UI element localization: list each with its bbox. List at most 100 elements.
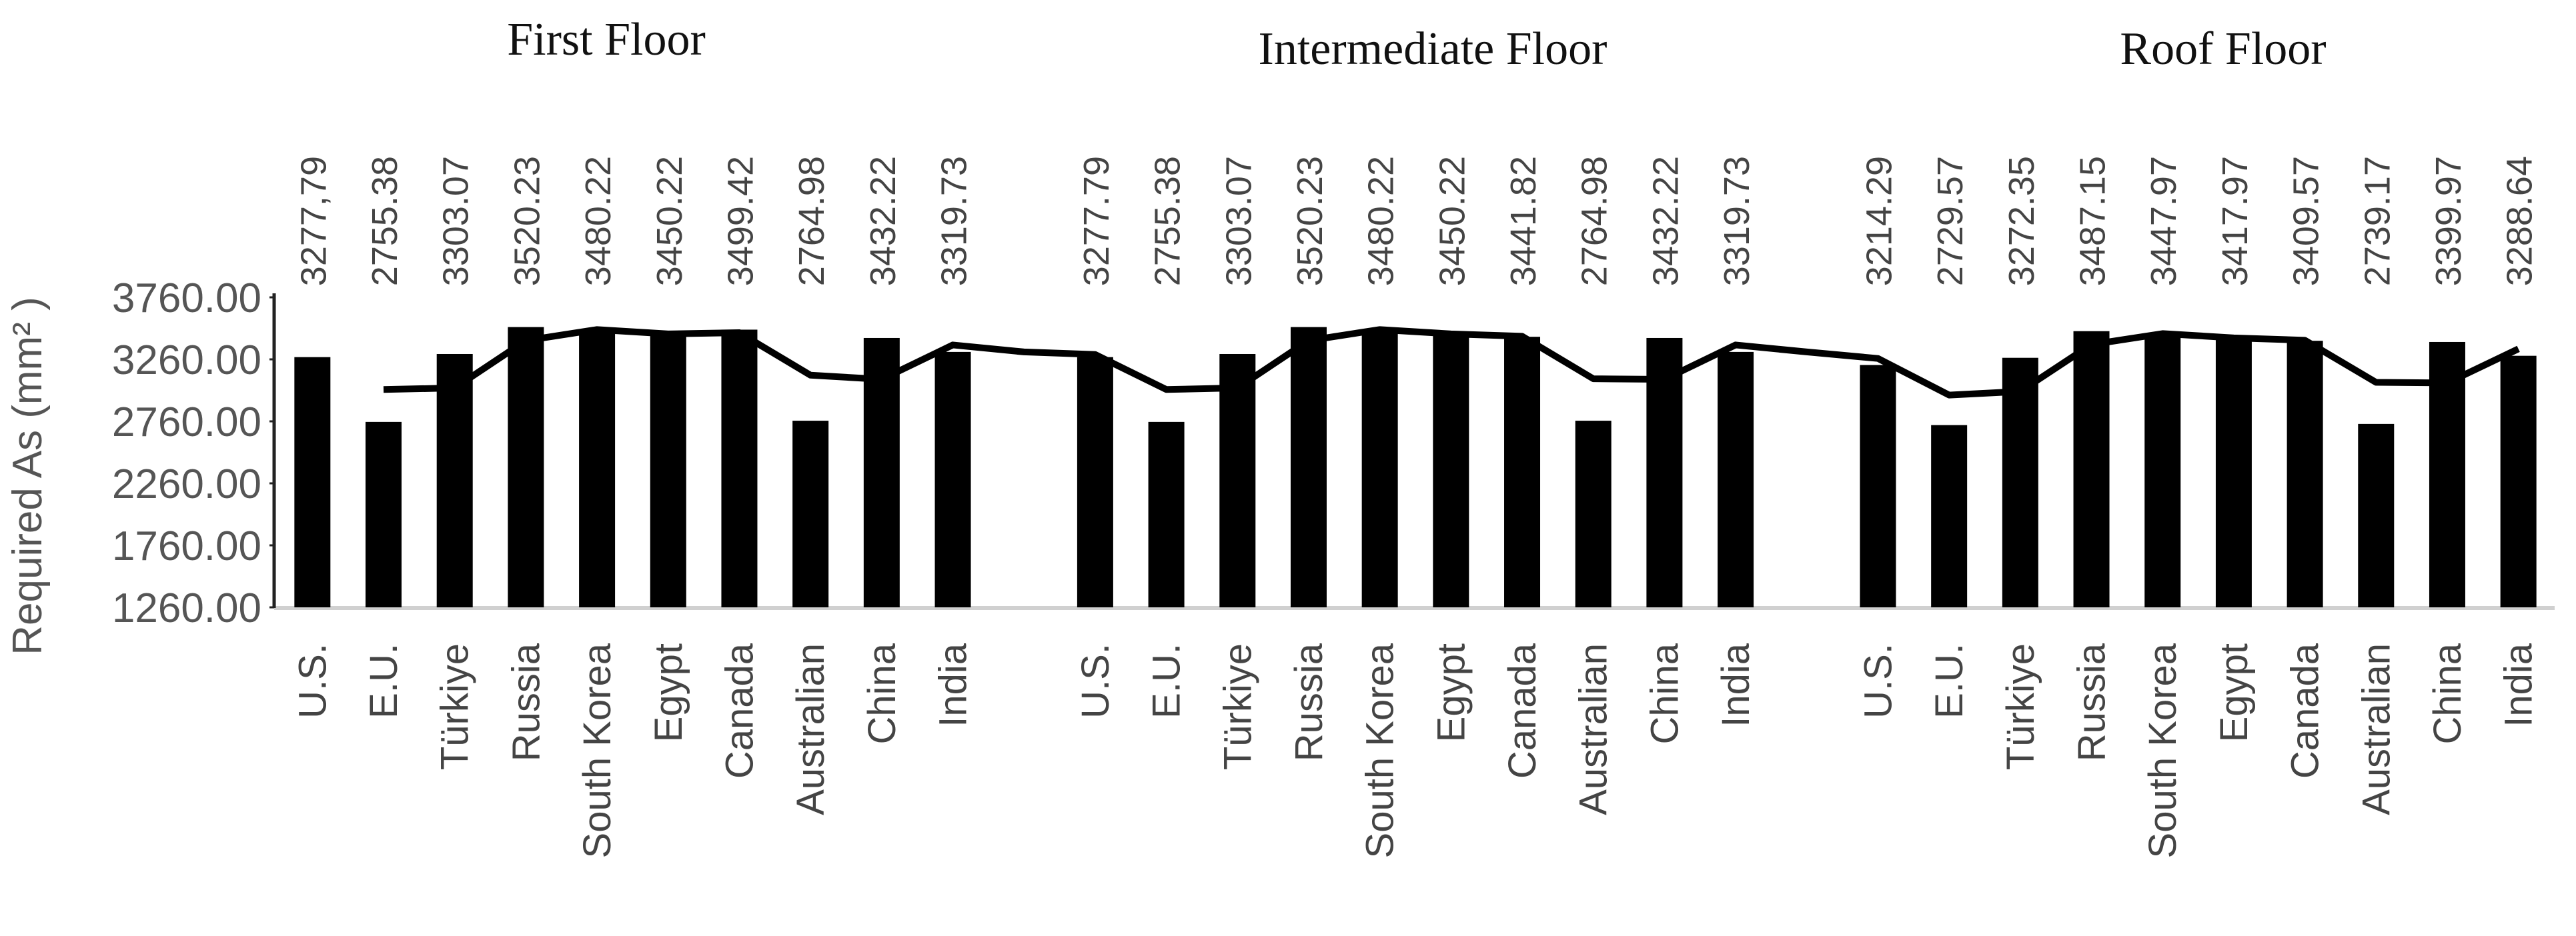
data-label: 2755.38 — [1148, 156, 1188, 286]
bar — [792, 421, 829, 607]
bar — [2358, 423, 2395, 607]
x-tick-label: India — [1714, 643, 1758, 727]
x-tick-label: Australian — [1572, 643, 1616, 815]
data-label: 3487.15 — [2073, 156, 2113, 286]
x-tick-label: E.U. — [362, 643, 406, 719]
x-tick-label: U.S. — [291, 643, 334, 719]
x-tick-label: South Korea — [576, 643, 619, 858]
data-label: 3480.22 — [578, 156, 618, 286]
bar — [1433, 335, 1469, 607]
x-tick-label: U.S. — [1856, 643, 1900, 719]
data-label: 3450.22 — [650, 156, 690, 286]
group-title: Intermediate Floor — [1259, 23, 1607, 75]
bar — [1575, 421, 1612, 607]
x-tick-label: Canada — [1501, 643, 1544, 779]
x-tick-label: U.S. — [1074, 643, 1117, 719]
data-label: 3303.07 — [1219, 156, 1259, 286]
x-tick-label: Türkiye — [434, 643, 477, 770]
bar — [1718, 351, 1754, 607]
data-label: 3499.42 — [720, 156, 760, 286]
x-tick-label: Russia — [1287, 643, 1331, 761]
data-label: 3432.22 — [1646, 156, 1686, 286]
data-label: 2739.17 — [2357, 156, 2397, 286]
data-label: 3303.07 — [436, 156, 476, 286]
data-label: 3432.22 — [863, 156, 903, 286]
data-label: 3450.22 — [1432, 156, 1472, 286]
data-label: 2764.98 — [792, 156, 832, 286]
x-tick-label: Egypt — [2212, 643, 2256, 742]
data-label: 2764.98 — [1575, 156, 1615, 286]
data-label: 3480.22 — [1361, 156, 1401, 286]
bar — [1646, 337, 1683, 607]
data-label: 3214.29 — [1859, 156, 1899, 286]
bar — [2215, 339, 2252, 607]
y-tick-label: 3760.00 — [112, 275, 261, 321]
y-tick-label: 1760.00 — [112, 523, 261, 569]
x-tick-label: South Korea — [2141, 643, 2184, 858]
bar — [1361, 332, 1398, 607]
bar — [1148, 421, 1185, 607]
data-label: 3417.97 — [2215, 156, 2255, 286]
x-tick-label: China — [2426, 643, 2469, 744]
x-tick-label: E.U. — [1928, 643, 1971, 719]
x-tick-label: Russia — [504, 643, 548, 761]
x-tick-label: Türkiye — [1999, 643, 2042, 770]
x-tick-label: Canada — [718, 643, 761, 779]
bar — [436, 353, 473, 607]
x-tick-label: China — [1643, 643, 1686, 744]
bar — [579, 332, 616, 607]
bar — [863, 337, 900, 607]
y-tick-label: 1260.00 — [112, 585, 261, 631]
bar — [2002, 357, 2038, 607]
data-label: 3277,79 — [293, 156, 334, 286]
data-label: 3520.23 — [1290, 156, 1330, 286]
bar — [721, 329, 758, 607]
data-label: 3409.57 — [2287, 156, 2327, 286]
data-label: 3272.35 — [2002, 156, 2042, 286]
y-tick-label: 3260.00 — [112, 337, 261, 383]
y-axis-title: Required As (mm² ) — [5, 297, 51, 655]
data-label: 3277.79 — [1077, 156, 1117, 286]
x-tick-label: Türkiye — [1216, 643, 1259, 770]
x-tick-label: Egypt — [1429, 643, 1473, 742]
bar — [508, 327, 544, 607]
data-label: 3319.73 — [1717, 156, 1757, 286]
x-tick-label: India — [2497, 643, 2541, 727]
x-tick-label: Russia — [2070, 643, 2114, 761]
x-tick-label: India — [932, 643, 975, 727]
bar — [1860, 365, 1896, 607]
y-tick-label: 2760.00 — [112, 399, 261, 445]
data-label: 2755.38 — [365, 156, 405, 286]
bar — [2287, 341, 2323, 607]
group-title: First Floor — [507, 14, 706, 65]
bar — [2144, 336, 2181, 607]
x-tick-label: Australian — [789, 643, 832, 815]
x-tick-label: Canada — [2284, 643, 2327, 779]
bar — [1931, 425, 1968, 607]
bar — [2500, 355, 2537, 607]
data-label: 2729.57 — [1930, 156, 1970, 286]
bar — [650, 335, 686, 607]
bar — [1077, 357, 1113, 607]
group-title: Roof Floor — [2120, 23, 2326, 75]
data-label: 3399.97 — [2429, 156, 2469, 286]
bar — [1504, 337, 1541, 607]
bar — [934, 351, 971, 607]
x-tick-label: China — [860, 643, 904, 744]
bar — [2073, 331, 2110, 607]
bar — [1219, 353, 1256, 607]
x-tick-label: Egypt — [647, 643, 690, 742]
x-tick-label: South Korea — [1359, 643, 1402, 858]
data-label: 3319.73 — [934, 156, 975, 286]
x-tick-label: Australian — [2355, 643, 2398, 815]
data-label: 3447.97 — [2144, 156, 2184, 286]
data-label: 3441.82 — [1503, 156, 1543, 286]
data-label: 3520.23 — [507, 156, 547, 286]
data-label: 3288.64 — [2500, 156, 2540, 286]
bar — [1290, 327, 1327, 607]
bar — [366, 421, 402, 607]
trend-line — [383, 326, 2520, 399]
bar — [294, 357, 331, 607]
